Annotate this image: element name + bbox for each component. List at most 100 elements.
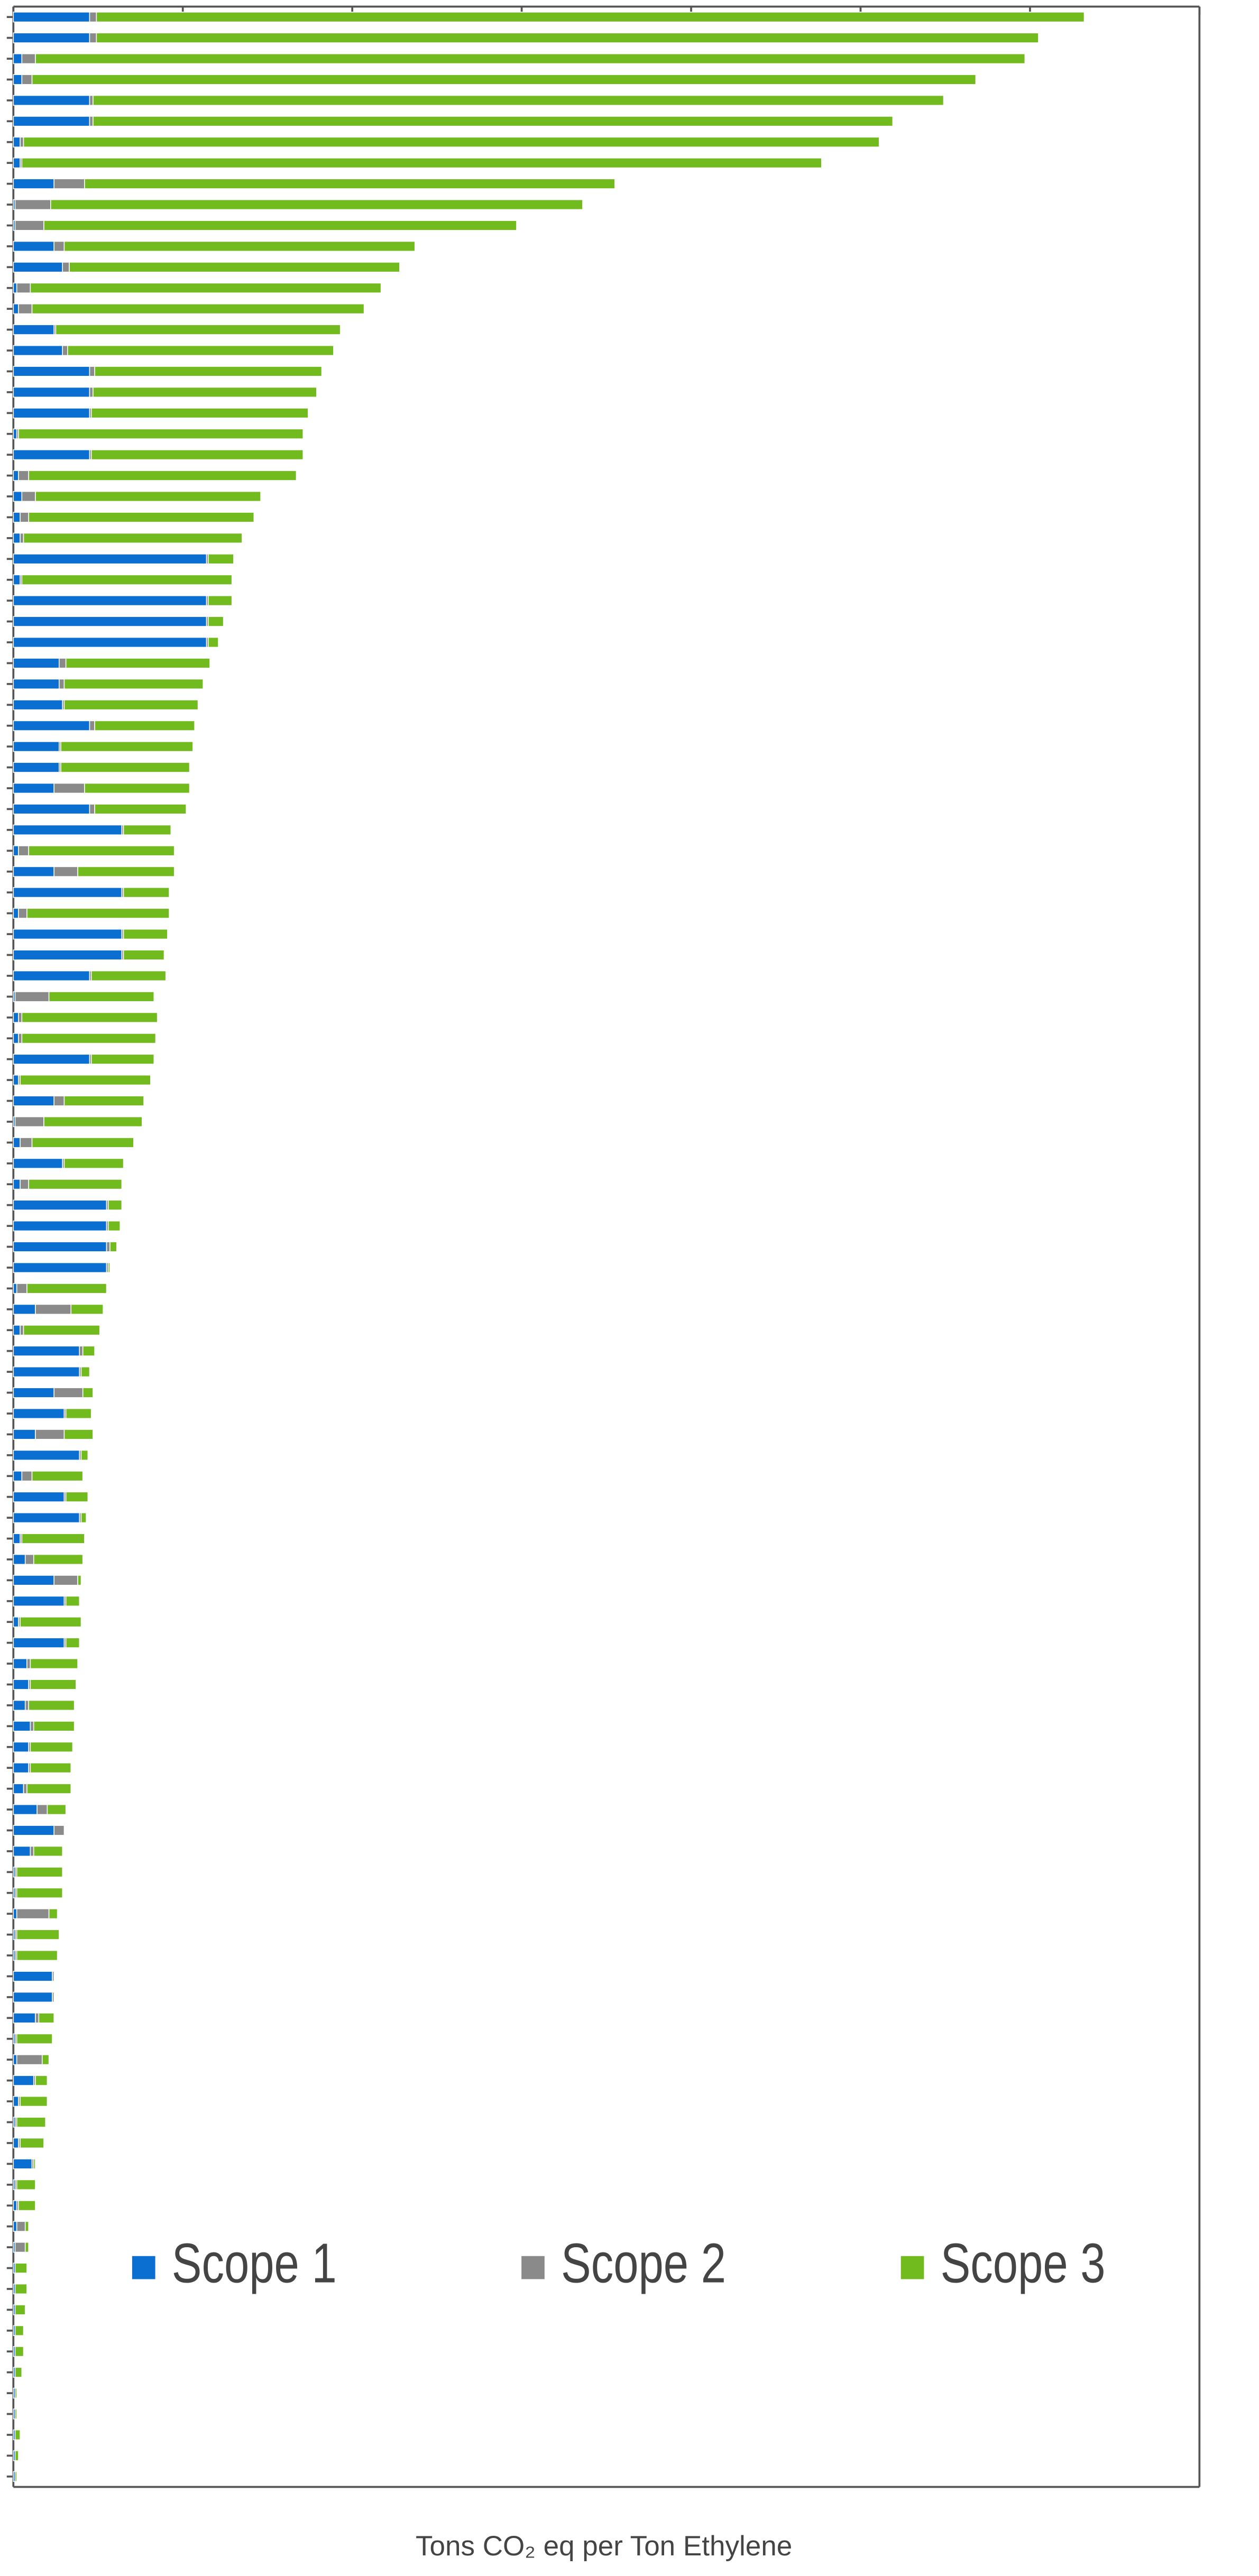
bar-segment (23, 1325, 100, 1336)
bar-segment (13, 491, 23, 502)
bar-segment (13, 2095, 19, 2107)
bar-segment (80, 1449, 89, 1461)
bar-segment (13, 1512, 80, 1524)
bar-segment (31, 303, 365, 315)
bar-segment (14, 2325, 24, 2336)
bar-segment (60, 741, 194, 752)
bar-segment (30, 1658, 78, 1669)
bar-segment (16, 2054, 43, 2065)
bar-segment (13, 95, 90, 106)
bar-segment (13, 1617, 19, 1628)
bar-segment (13, 2137, 19, 2149)
bar-segment (13, 1991, 53, 2003)
bar-segment (18, 908, 27, 919)
bar-segment (14, 2241, 26, 2253)
bar-segment (59, 658, 67, 669)
bar-segment (35, 2012, 40, 2024)
bar-segment (30, 1845, 34, 1857)
bar-segment (96, 12, 1085, 23)
bar-segment (13, 178, 54, 189)
bar-segment (94, 804, 187, 815)
bar-segment (53, 866, 78, 877)
bar-segment (23, 532, 243, 544)
bar-segment (70, 1304, 104, 1315)
legend-swatch (521, 2256, 545, 2279)
bar-segment (13, 1137, 21, 1148)
bar-segment (20, 136, 24, 147)
bar-segment (89, 366, 95, 377)
bar-segment (13, 574, 21, 585)
bar-segment (79, 1345, 84, 1356)
bar-segment (13, 116, 90, 127)
bar-segment (28, 845, 175, 856)
bar-segment (26, 1783, 72, 1794)
bar-segment (16, 2117, 46, 2128)
bar-segment (106, 1241, 111, 1252)
bar-segment (13, 1033, 19, 1044)
bar-segment (24, 2221, 29, 2232)
bar-segment (30, 1679, 77, 1690)
bar-segment (13, 970, 90, 982)
bar-segment (84, 178, 615, 189)
bar-segment (33, 1721, 75, 1732)
bar-segment (14, 2304, 26, 2315)
bar-segment (20, 512, 29, 523)
bar-segment (90, 1054, 155, 1065)
bar-segment (31, 1137, 134, 1148)
bar-segment (13, 1700, 26, 1711)
bar-segment (16, 2033, 53, 2044)
bar-segment (13, 1971, 53, 1982)
bar-segment (24, 2241, 29, 2253)
bar-segment (53, 178, 85, 189)
bar-segment (21, 158, 822, 169)
bar-segment (13, 949, 123, 961)
bar-segment (13, 282, 17, 293)
bar-segment (13, 1325, 21, 1336)
bar-segment (52, 1991, 54, 2003)
bar-segment (20, 1617, 82, 1628)
bar-segment (13, 678, 60, 690)
bar-segment (16, 282, 31, 293)
bar-segment (13, 1449, 80, 1461)
bar-segment (13, 32, 90, 43)
bar-segment (13, 1679, 29, 1690)
bar-segment (13, 887, 123, 898)
bar-segment (13, 1366, 80, 1378)
bar-segment (13, 2158, 33, 2169)
bar-segment (13, 1595, 65, 1606)
bar-segment (13, 553, 207, 565)
bar-segment (14, 2367, 23, 2378)
bar-segment (28, 470, 297, 481)
bar-segment (60, 762, 190, 773)
bar-segment (38, 2012, 54, 2024)
bar-segment (35, 491, 261, 502)
bar-segment (13, 303, 19, 315)
bar-segment (14, 991, 50, 1002)
bar-segment (13, 658, 60, 669)
bar-segment (13, 158, 21, 169)
bar-segment (30, 282, 382, 293)
bar-segment (36, 1804, 48, 1815)
bar-segment (80, 1366, 90, 1378)
bar-segment (13, 1845, 31, 1857)
bar-segment (13, 449, 90, 460)
bar-segment (90, 408, 309, 419)
bar-segment (13, 1762, 29, 1774)
bar-segment (26, 1658, 31, 1669)
bar-segment (16, 2179, 36, 2190)
bar-segment (13, 1429, 36, 1440)
bar-segment (123, 887, 170, 898)
bar-segment (13, 762, 60, 773)
bar-segment (208, 636, 219, 648)
bar-segment (13, 845, 19, 856)
bar-segment (30, 1741, 73, 1752)
bar-segment (18, 845, 29, 856)
bar-segment (13, 428, 17, 439)
bar-segment (13, 1074, 19, 1086)
legend-label: Scope 2 (561, 2232, 726, 2295)
bar-segment (43, 1116, 143, 1128)
bar-segment (65, 1595, 80, 1606)
bar-segment (21, 1533, 85, 1544)
bar-segment (28, 1179, 123, 1190)
bar-segment (13, 408, 90, 419)
